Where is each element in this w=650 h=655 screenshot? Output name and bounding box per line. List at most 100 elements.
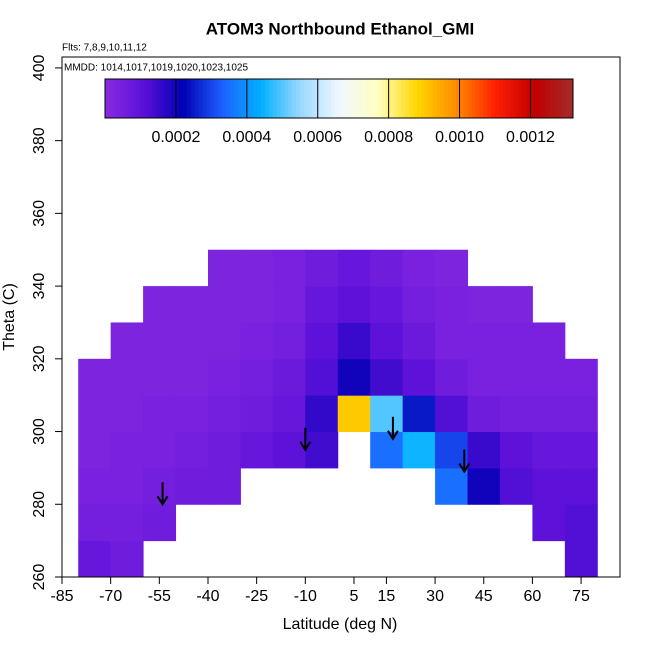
heat-cell: [110, 395, 144, 433]
heat-cell: [370, 249, 404, 287]
heat-cell: [402, 431, 436, 469]
colorbar-swatch: [565, 79, 570, 118]
heat-cell: [175, 467, 209, 505]
colorbar-swatch: [124, 79, 129, 118]
heat-cell: [532, 358, 566, 396]
colorbar-swatch: [183, 79, 188, 118]
colorbar-swatch: [393, 79, 398, 118]
x-tick-label: 15: [378, 588, 396, 605]
heat-cell: [175, 358, 209, 396]
colorbar-swatch: [296, 79, 301, 118]
heat-cell: [272, 286, 306, 323]
colorbar-swatch: [319, 79, 324, 118]
colorbar-swatch: [268, 79, 274, 118]
heat-cell: [467, 322, 501, 360]
colorbar-swatch: [459, 79, 465, 118]
y-tick-label: 380: [31, 127, 48, 154]
colorbar-swatch: [120, 79, 125, 118]
colorbar-swatch: [339, 79, 344, 118]
colorbar-swatch: [354, 79, 359, 118]
arrow-head: [156, 495, 169, 507]
heat-cell: [564, 467, 598, 505]
heat-cell: [110, 358, 144, 396]
colorbar-swatch: [163, 79, 168, 118]
heat-cell: [564, 504, 598, 542]
heat-cell: [207, 431, 241, 469]
colorbar-swatch: [362, 79, 367, 118]
colorbar-swatch: [417, 79, 422, 118]
colorbar-swatch: [167, 79, 172, 118]
colorbar-swatch: [112, 79, 118, 118]
heat-cell: [370, 395, 404, 433]
colorbar-swatch: [276, 79, 281, 118]
arrow-head: [299, 441, 312, 452]
heat-cell: [402, 286, 436, 323]
y-axis-label: Theta (C): [1, 283, 18, 351]
colorbar-swatch: [116, 79, 122, 118]
colorbar-swatch: [210, 79, 215, 118]
heat-cell: [402, 395, 436, 433]
heat-cell: [532, 322, 566, 360]
heat-cell: [272, 431, 306, 469]
colorbar-swatch: [300, 79, 305, 118]
y-tick-label: 280: [31, 491, 48, 518]
arrow-head: [458, 463, 471, 474]
colorbar-tick-label: 0.0012: [506, 129, 555, 146]
x-tick-label: 45: [475, 588, 493, 605]
heat-cell: [337, 395, 371, 433]
heat-cell: [532, 395, 566, 433]
heat-cell: [110, 467, 144, 505]
colorbar-swatch: [175, 79, 180, 118]
heat-cell: [272, 322, 306, 360]
heat-cell: [564, 540, 598, 578]
heat-cell: [402, 358, 436, 396]
colorbar-swatch: [502, 79, 508, 118]
x-tick-label: 60: [524, 588, 542, 605]
x-tick-label: 30: [426, 588, 444, 605]
heat-cell: [143, 322, 177, 360]
colorbar-swatch: [456, 79, 461, 118]
colorbar-swatch: [132, 79, 137, 118]
heat-cell: [240, 358, 274, 396]
heat-cell: [564, 431, 598, 469]
arrow: [156, 482, 169, 507]
colorbar-swatch: [311, 79, 317, 118]
heat-cell: [272, 395, 306, 433]
heat-cell: [370, 431, 404, 469]
colorbar-swatch: [534, 79, 539, 118]
heat-cell: [78, 504, 112, 542]
arrow: [387, 416, 399, 441]
colorbar-tick-label: 0.0002: [151, 129, 200, 146]
heat-cell: [435, 431, 469, 469]
colorbar-swatch: [249, 79, 254, 118]
colorbar-swatch: [381, 79, 387, 118]
heat-cell: [110, 504, 144, 542]
colorbar-swatch: [385, 79, 391, 118]
x-tick-label: -85: [50, 588, 73, 605]
colorbar-swatch: [218, 79, 223, 118]
heat-cell: [499, 467, 533, 505]
arrow: [458, 449, 471, 474]
colorbar-swatch: [526, 79, 531, 118]
x-axis-label: Latitude (deg N): [283, 616, 398, 633]
heat-cell: [240, 249, 274, 287]
heat-cell: [564, 358, 598, 396]
heat-cell: [467, 286, 501, 323]
heat-cell: [402, 322, 436, 360]
colorbar-swatch: [510, 79, 515, 118]
heat-cell: [499, 431, 533, 469]
colorbar-swatch: [151, 79, 157, 118]
colorbar-swatch: [159, 79, 164, 118]
y-tick-label: 260: [31, 564, 48, 591]
heat-cell: [467, 395, 501, 433]
heat-cell: [532, 467, 566, 505]
heat-cell: [564, 395, 598, 433]
colorbar-swatch: [420, 79, 426, 118]
colorbar-swatch: [272, 79, 278, 118]
colorbar-swatch: [561, 79, 566, 118]
heat-cell: [272, 249, 306, 287]
y-tick-label: 300: [31, 418, 48, 445]
colorbar-swatch: [397, 79, 402, 118]
heat-cell: [305, 249, 339, 287]
